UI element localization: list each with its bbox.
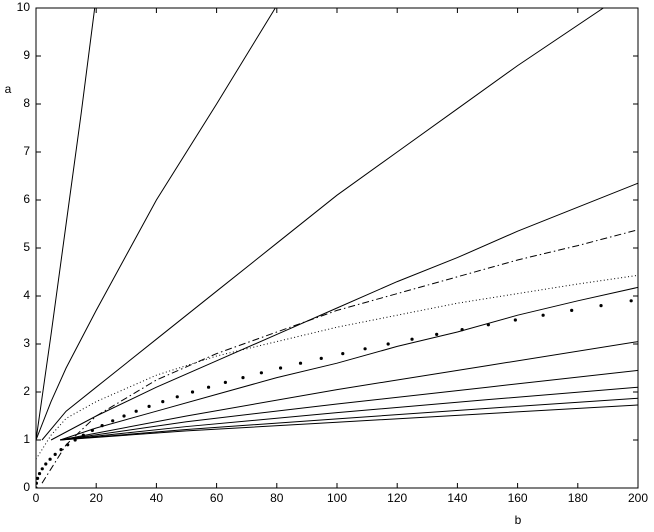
y-tick-label: 1 <box>23 432 30 446</box>
x-tick-label: 160 <box>508 491 528 505</box>
marker <box>460 328 464 332</box>
marker <box>341 352 345 356</box>
x-tick-label: 100 <box>327 491 347 505</box>
data-line <box>36 274 638 460</box>
y-tick-label: 7 <box>23 144 30 158</box>
marker <box>48 457 52 461</box>
marker <box>629 299 633 303</box>
marker <box>278 366 283 370</box>
marker <box>66 443 70 447</box>
marker <box>37 472 42 476</box>
x-tick-label: 80 <box>270 491 284 505</box>
marker <box>134 409 138 413</box>
data-line <box>59 341 638 441</box>
data-line <box>50 182 638 441</box>
x-axis-label: b <box>515 513 522 527</box>
marker <box>223 380 227 384</box>
x-tick-label: 180 <box>568 491 588 505</box>
marker <box>100 424 104 428</box>
plot-frame <box>35 7 639 489</box>
marker <box>122 414 126 418</box>
data-line <box>60 404 638 441</box>
y-tick-label: 6 <box>23 192 30 206</box>
marker <box>161 400 165 404</box>
y-tick-label: 0 <box>23 480 30 494</box>
data-line <box>36 8 276 441</box>
marker <box>40 467 44 471</box>
marker <box>81 433 85 437</box>
plot-area <box>36 8 638 488</box>
marker <box>435 332 439 336</box>
marker <box>599 304 603 308</box>
marker <box>541 313 545 317</box>
marker <box>319 356 323 360</box>
marker <box>53 452 57 456</box>
y-tick-label: 2 <box>23 384 30 398</box>
marker <box>36 481 38 485</box>
data-line <box>60 397 638 441</box>
x-tick-label: 40 <box>150 491 164 505</box>
marker <box>206 385 211 389</box>
y-tick-label: 5 <box>23 240 30 254</box>
y-tick-label: 9 <box>23 48 30 62</box>
marker <box>241 376 245 380</box>
marker <box>147 404 151 408</box>
data-line <box>41 229 638 484</box>
x-tick-label: 20 <box>90 491 104 505</box>
y-tick-label: 10 <box>17 0 31 14</box>
marker <box>111 419 115 423</box>
marker <box>44 462 48 466</box>
x-tick-label: 120 <box>387 491 407 505</box>
marker <box>36 476 40 480</box>
x-tick-label: 140 <box>447 491 467 505</box>
x-tick-label: 60 <box>210 491 224 505</box>
marker <box>190 390 195 394</box>
data-line <box>60 386 638 441</box>
y-tick-label: 4 <box>23 288 30 302</box>
x-tick-label: 0 <box>33 491 40 505</box>
marker <box>363 347 367 351</box>
data-line <box>59 286 638 441</box>
marker <box>36 486 38 488</box>
data-line <box>41 8 604 441</box>
marker <box>73 438 77 442</box>
marker <box>386 342 390 346</box>
y-tick-label: 8 <box>23 96 30 110</box>
marker <box>298 361 303 365</box>
data-line <box>36 8 96 441</box>
data-line <box>60 369 638 441</box>
marker <box>59 448 63 452</box>
marker <box>259 371 263 375</box>
marker <box>90 428 94 432</box>
marker <box>175 395 179 399</box>
y-axis-label: a <box>5 82 12 96</box>
marker <box>486 323 490 327</box>
marker <box>410 337 414 341</box>
marker <box>513 318 517 322</box>
x-tick-label: 200 <box>628 491 648 505</box>
y-tick-label: 3 <box>23 336 30 350</box>
marker <box>570 308 574 312</box>
